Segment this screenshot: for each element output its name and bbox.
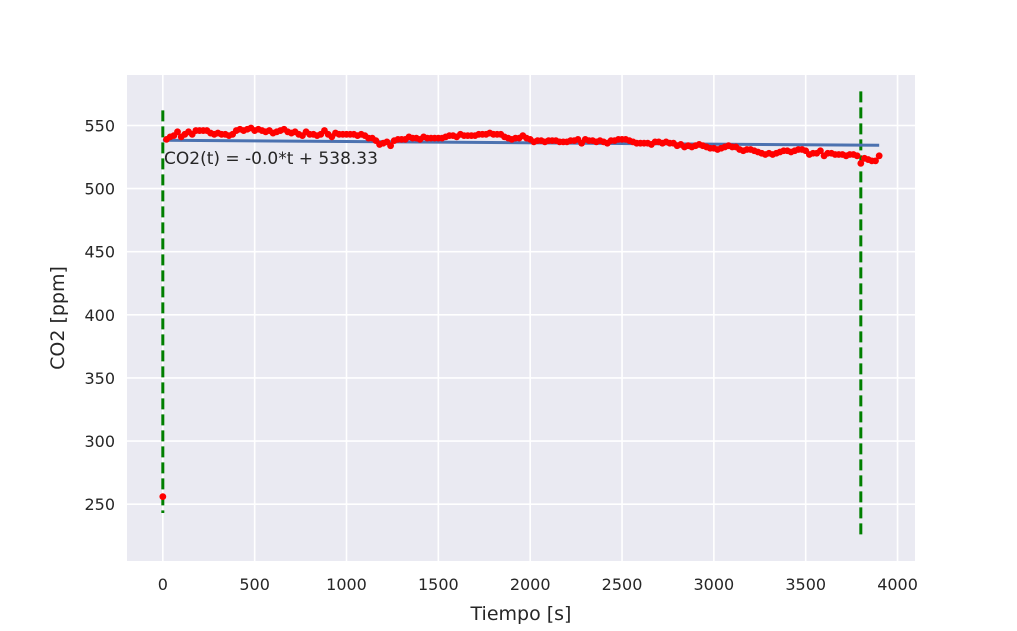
y-tick-label: 300 bbox=[84, 432, 115, 451]
data-point bbox=[853, 152, 861, 160]
x-tick-label: 1500 bbox=[418, 575, 459, 594]
x-axis-label: Tiempo [s] bbox=[470, 603, 572, 625]
x-tick-label: 0 bbox=[158, 575, 168, 594]
x-tick-label: 500 bbox=[239, 575, 270, 594]
data-point bbox=[159, 493, 167, 501]
data-points bbox=[159, 124, 883, 501]
x-tick-label: 3000 bbox=[694, 575, 735, 594]
y-tick-labels: 250 300 350 400 450 500 550 bbox=[84, 116, 115, 514]
fit-annotation: CO2(t) = -0.0*t + 538.33 bbox=[164, 149, 378, 169]
grid bbox=[127, 75, 915, 561]
y-tick-label: 350 bbox=[84, 369, 115, 388]
x-tick-label: 1000 bbox=[326, 575, 367, 594]
y-tick-label: 250 bbox=[84, 495, 115, 514]
x-tick-label: 2500 bbox=[602, 575, 643, 594]
y-axis-label: CO2 [ppm] bbox=[47, 266, 69, 370]
plot-background bbox=[127, 75, 915, 561]
data-point bbox=[817, 147, 824, 155]
y-tick-label: 500 bbox=[84, 180, 115, 199]
x-tick-labels: 0 500 1000 1500 2000 2500 3000 3500 4000 bbox=[158, 575, 918, 594]
data-point bbox=[174, 128, 181, 136]
y-tick-label: 450 bbox=[84, 243, 115, 262]
fit-line-group bbox=[162, 138, 880, 147]
x-tick-label: 2000 bbox=[510, 575, 551, 594]
y-tick-label: 400 bbox=[84, 306, 115, 325]
fit-line bbox=[162, 138, 880, 147]
x-tick-label: 4000 bbox=[877, 575, 918, 594]
y-tick-label: 550 bbox=[84, 116, 115, 135]
data-point bbox=[872, 157, 879, 165]
data-point bbox=[857, 159, 865, 167]
x-tick-label: 3500 bbox=[785, 575, 826, 594]
data-point bbox=[387, 142, 394, 150]
data-point bbox=[875, 152, 883, 160]
